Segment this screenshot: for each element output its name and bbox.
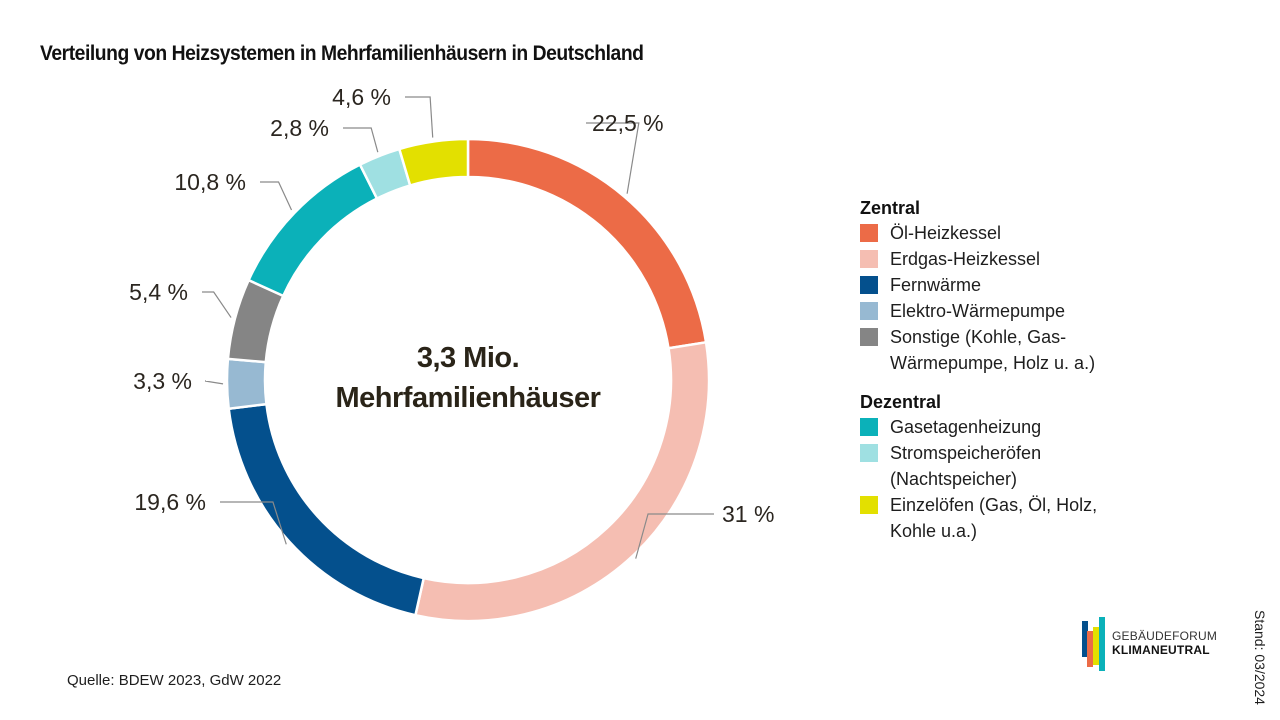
legend-group-zentral: Zentral Öl-Heizkessel Erdgas-Heizkessel …	[860, 196, 1150, 376]
legend-swatch	[860, 250, 878, 268]
donut-slice	[397, 137, 470, 187]
leader-line	[586, 122, 640, 194]
legend-label: Stromspeicheröfen (Nachtspeicher)	[890, 443, 1042, 489]
data-label: 10,8 %	[174, 169, 246, 195]
legend-swatch	[860, 302, 878, 320]
legend-group-title: Zentral	[860, 198, 921, 218]
logo-bar	[1099, 617, 1105, 671]
center-label-text: Mehrfamilienhäuser	[335, 382, 601, 414]
legend-label: Elektro-Wärmepumpe	[890, 301, 1066, 321]
data-label: 3,3 %	[133, 368, 192, 394]
leader-line	[635, 513, 714, 559]
legend-label: Erdgas-Heizkessel	[890, 249, 1041, 269]
legend: Zentral Öl-Heizkessel Erdgas-Heizkessel …	[860, 196, 1150, 558]
donut-slice	[227, 402, 426, 617]
donut-slice	[466, 137, 708, 350]
data-label: 19,6 %	[134, 489, 206, 515]
legend-group-dezentral: Dezentral Gasetagenheizung Stromspeicher…	[860, 390, 1150, 544]
legend-label: Öl-Heizkessel	[890, 223, 1002, 243]
legend-group-title: Dezentral	[860, 392, 942, 412]
legend-item: Einzelöfen (Gas, Öl, Holz, Kohle u.a.)	[860, 492, 1140, 544]
leader-line	[220, 501, 287, 545]
donut-slice	[247, 162, 379, 298]
leader-line	[204, 380, 224, 385]
data-label: 31 %	[722, 501, 774, 527]
legend-label: Einzelöfen (Gas, Öl, Holz, Kohle u.a.)	[890, 495, 1098, 541]
logo-bar	[1093, 627, 1099, 665]
legend-item: Sonstige (Kohle, Gas-Wärmepumpe, Holz u.…	[860, 324, 1135, 376]
leader-line	[202, 291, 232, 318]
data-label: 5,4 %	[129, 279, 188, 305]
donut-slice	[225, 357, 268, 411]
legend-label: Gasetagenheizung	[890, 417, 1042, 437]
leader-line	[343, 127, 379, 153]
legend-item: Elektro-Wärmepumpe	[860, 298, 1150, 324]
legend-swatch	[860, 444, 878, 462]
logo-bar	[1082, 621, 1088, 657]
logo-text: GEBÄUDEFORUM KLIMANEUTRAL	[1112, 629, 1217, 657]
legend-item: Stromspeicheröfen (Nachtspeicher)	[860, 440, 1075, 492]
legend-swatch	[860, 224, 878, 242]
date-note: Stand: 03/2024	[1252, 610, 1268, 705]
logo-bar	[1087, 631, 1093, 667]
data-label: 22,5 %	[592, 110, 664, 136]
logo-line1: GEBÄUDEFORUM	[1112, 629, 1218, 643]
data-label: 4,6 %	[332, 84, 391, 110]
center-label-value: 3,3 Mio.	[416, 342, 520, 374]
legend-item: Fernwärme	[860, 272, 1150, 298]
logo-line2: KLIMANEUTRAL	[1112, 643, 1210, 657]
legend-swatch	[860, 276, 878, 294]
leader-line	[405, 96, 434, 138]
legend-label: Fernwärme	[890, 275, 982, 295]
leader-line	[260, 181, 293, 211]
logo: GEBÄUDEFORUM KLIMANEUTRAL	[1082, 617, 1222, 672]
legend-swatch	[860, 418, 878, 436]
center-label: 3,3 Mio. Mehrfamilienhäuser	[288, 338, 648, 418]
source-note: Quelle: BDEW 2023, GdW 2022	[67, 672, 282, 689]
legend-swatch	[860, 328, 878, 346]
data-label: 2,8 %	[270, 115, 329, 141]
legend-label: Sonstige (Kohle, Gas-Wärmepumpe, Holz u.…	[890, 327, 1096, 373]
legend-item: Erdgas-Heizkessel	[860, 246, 1150, 272]
legend-swatch	[860, 496, 878, 514]
legend-item: Gasetagenheizung	[860, 414, 1150, 440]
chart-title: Verteilung von Heizsystemen in Mehrfamil…	[40, 42, 644, 65]
legend-item: Öl-Heizkessel	[860, 220, 1150, 246]
